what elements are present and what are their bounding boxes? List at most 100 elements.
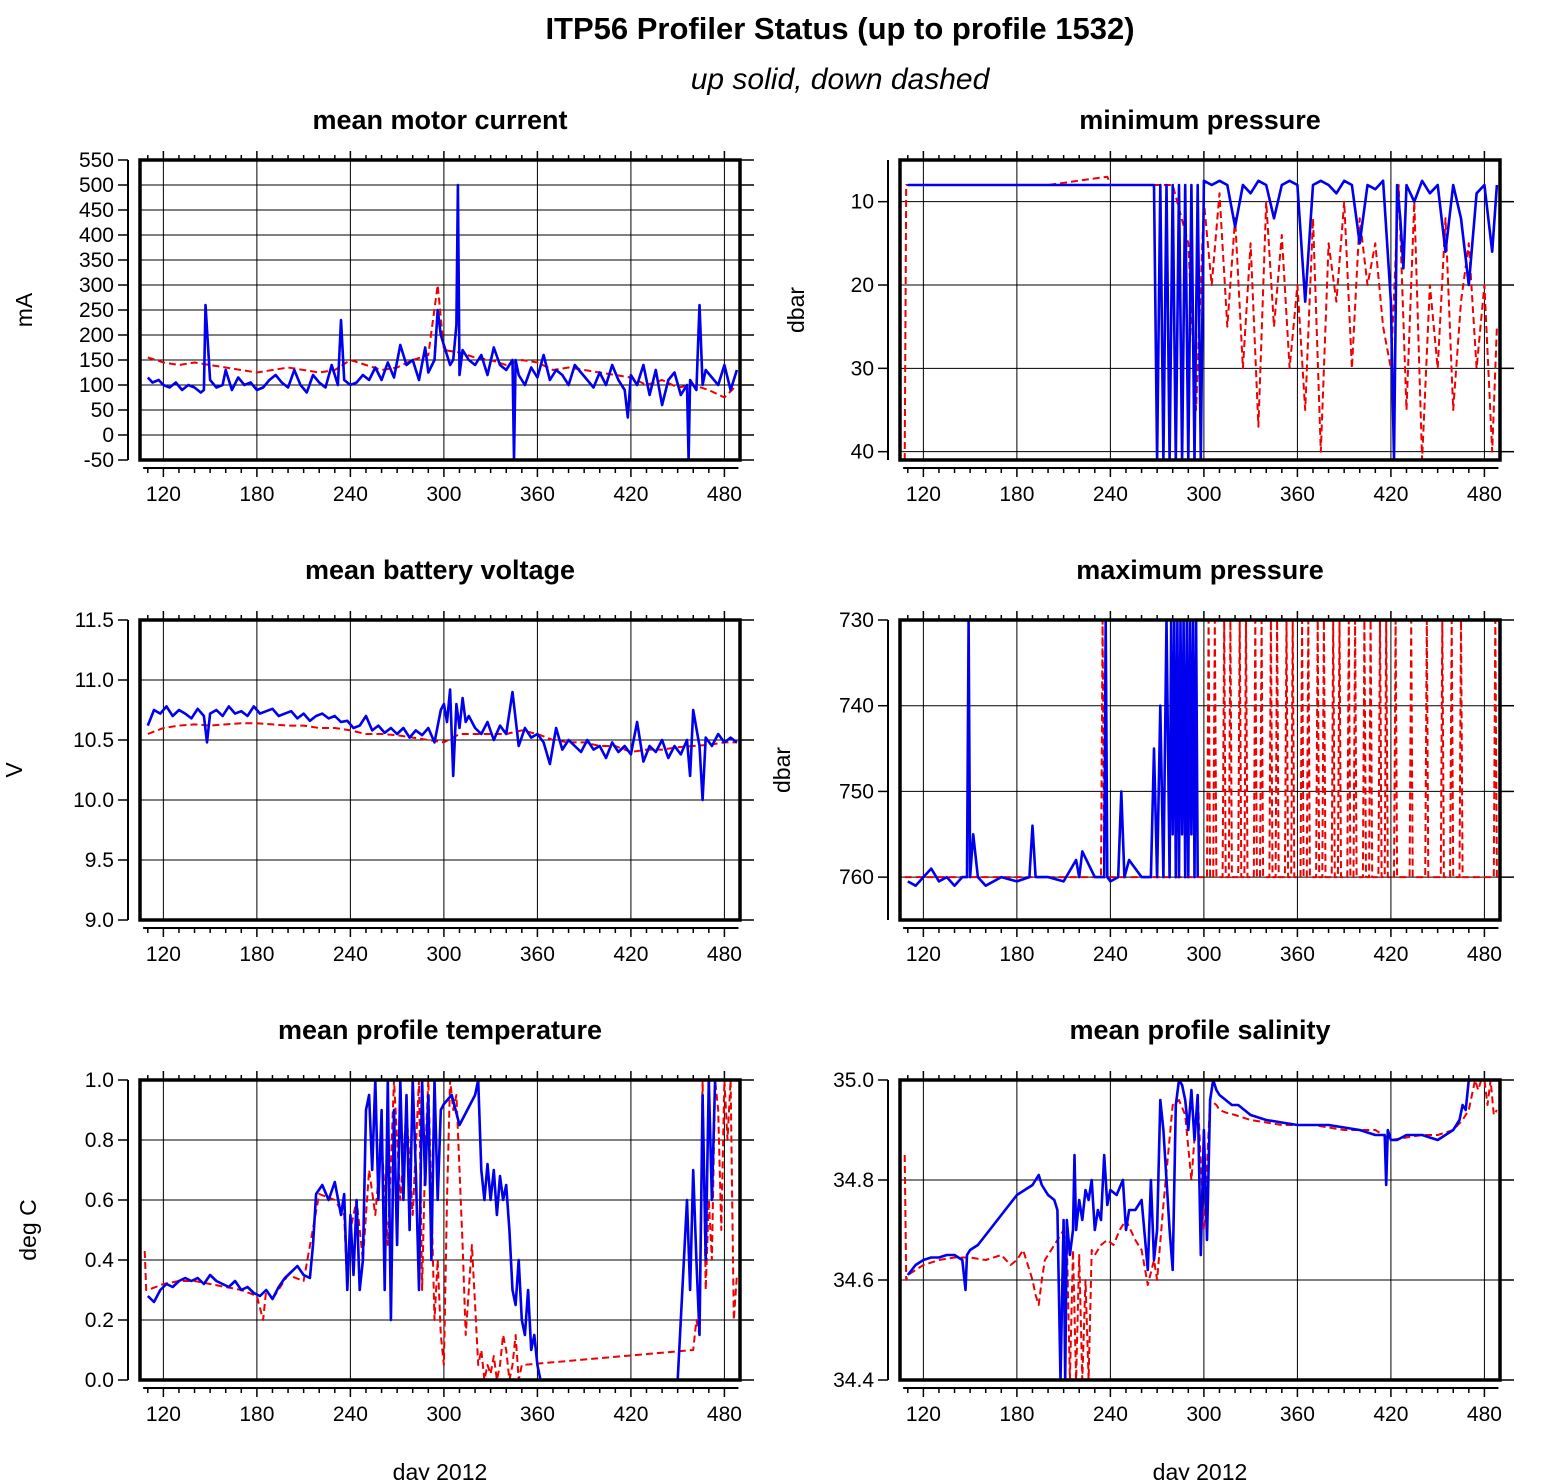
- x-tick-label: 300: [426, 483, 461, 506]
- panel-mean-profile-temperature: mean profile temperature deg C day 2012 …: [15, 1015, 754, 1480]
- y-tick-label: 20: [851, 274, 874, 297]
- y-tick-label: -50: [84, 449, 114, 472]
- panel-maximum-pressure: maximum pressure dbar 120 180 240 300 360 420…: [769, 555, 1514, 966]
- y-tick-label: 250: [79, 299, 114, 322]
- y-tick-label: 750: [839, 780, 874, 803]
- x-tick-label: 480: [707, 483, 742, 506]
- x-tick-label: 180: [999, 943, 1034, 966]
- x-tick-label: 300: [1186, 483, 1221, 506]
- x-tick-label: 120: [906, 483, 941, 506]
- y-tick-label: 100: [79, 374, 114, 397]
- series-line-down-dashed: [147, 284, 738, 399]
- series-line-up-solid: [146, 688, 738, 802]
- x-tick-label: 300: [1186, 1403, 1221, 1426]
- x-tick-label: 360: [520, 943, 555, 966]
- y-tick-label: 0.0: [85, 1369, 114, 1392]
- panel-title: mean profile temperature: [278, 1015, 602, 1045]
- x-tick-label: 480: [707, 943, 742, 966]
- x-tick-label: 120: [146, 943, 181, 966]
- y-tick-label: 30: [851, 357, 874, 380]
- series-line-up-solid: [146, 1080, 717, 1380]
- panel-title: mean battery voltage: [305, 555, 575, 585]
- plot-frame: [898, 158, 1502, 462]
- panel-title: minimum pressure: [1079, 105, 1321, 135]
- y-tick-label: 0.2: [85, 1309, 114, 1332]
- series-line-up-solid: [146, 183, 739, 460]
- series-line-up-solid: [907, 620, 1199, 888]
- y-tick-label: 0: [102, 424, 114, 447]
- x-tick-label: 360: [1280, 1403, 1315, 1426]
- y-tick-label: 9.5: [85, 849, 114, 872]
- y-tick-label: 550: [79, 149, 114, 172]
- x-tick-label: 300: [1186, 943, 1221, 966]
- y-tick-label: 500: [79, 174, 114, 197]
- x-tick-label: 420: [1373, 1403, 1408, 1426]
- x-tick-label: 120: [906, 1403, 941, 1426]
- plot-frame: [898, 1078, 1502, 1382]
- plot-frame: [898, 618, 1502, 922]
- y-tick-label: 9.0: [85, 909, 114, 932]
- x-tick-label: 180: [999, 483, 1034, 506]
- y-axis-label: mA: [11, 292, 37, 327]
- y-tick-label: 11.0: [75, 669, 114, 692]
- y-tick-label: 0.4: [85, 1249, 115, 1272]
- x-tick-label: 480: [707, 1403, 742, 1426]
- x-tick-label: 240: [333, 1403, 368, 1426]
- x-tick-label: 360: [1280, 483, 1315, 506]
- x-tick-label: 420: [613, 483, 648, 506]
- y-tick-label: 10.5: [73, 729, 114, 752]
- y-tick-label: 34.6: [833, 1269, 874, 1292]
- x-tick-label: 180: [999, 1403, 1034, 1426]
- x-tick-label: 420: [1373, 483, 1408, 506]
- x-tick-label: 420: [613, 943, 648, 966]
- x-tick-label: 480: [1467, 483, 1502, 506]
- x-tick-label: 180: [239, 1403, 274, 1426]
- x-tick-label: 120: [146, 1403, 181, 1426]
- x-tick-label: 420: [1373, 943, 1408, 966]
- y-tick-label: 730: [839, 609, 874, 632]
- x-tick-label: 120: [906, 943, 941, 966]
- y-tick-label: 150: [79, 349, 114, 372]
- x-tick-label: 300: [426, 1403, 461, 1426]
- y-axis-label: deg C: [15, 1199, 41, 1260]
- y-tick-label: 0.6: [85, 1189, 114, 1212]
- y-tick-label: 300: [79, 274, 114, 297]
- x-axis-label: day 2012: [1153, 1459, 1248, 1480]
- panel-title: maximum pressure: [1076, 555, 1324, 585]
- y-tick-label: 35.0: [833, 1069, 874, 1092]
- panel-title: mean motor current: [312, 105, 567, 135]
- y-tick-label: 34.4: [833, 1369, 874, 1392]
- series-line-up-solid: [907, 179, 1499, 460]
- y-tick-label: 1.0: [85, 1069, 114, 1092]
- series-line-down-dashed: [904, 620, 1498, 879]
- panel-mean-battery-voltage: mean battery voltage V 120 180 240 300 360 42…: [1, 555, 754, 966]
- series-line-down-dashed: [903, 175, 1498, 460]
- y-axis-label: V: [1, 762, 27, 778]
- y-tick-label: 40: [851, 441, 874, 464]
- x-tick-label: 360: [520, 483, 555, 506]
- x-tick-label: 180: [239, 943, 274, 966]
- y-tick-label: 740: [839, 695, 874, 718]
- y-tick-label: 11.5: [75, 609, 114, 632]
- y-tick-label: 200: [79, 324, 114, 347]
- x-tick-label: 240: [1093, 483, 1128, 506]
- y-tick-label: 0.8: [85, 1129, 114, 1152]
- y-tick-label: 10.0: [73, 789, 114, 812]
- x-tick-label: 480: [1467, 1403, 1502, 1426]
- x-tick-label: 240: [1093, 943, 1128, 966]
- y-tick-label: 760: [839, 866, 874, 889]
- x-tick-label: 180: [239, 483, 274, 506]
- panel-mean-profile-salinity: mean profile salinity day 2012 120 180 240…: [833, 1015, 1514, 1480]
- y-axis-label: dbar: [783, 287, 809, 333]
- series-line-down-dashed: [903, 1080, 1498, 1380]
- x-tick-label: 360: [520, 1403, 555, 1426]
- y-tick-label: 350: [79, 249, 114, 272]
- y-axis-label: dbar: [769, 747, 795, 793]
- panel-title: mean profile salinity: [1069, 1015, 1330, 1045]
- x-tick-label: 420: [613, 1403, 648, 1426]
- x-tick-label: 240: [1093, 1403, 1128, 1426]
- figure-subtitle: up solid, down dashed: [691, 63, 991, 96]
- plot-frame: [138, 618, 742, 922]
- x-tick-label: 240: [333, 943, 368, 966]
